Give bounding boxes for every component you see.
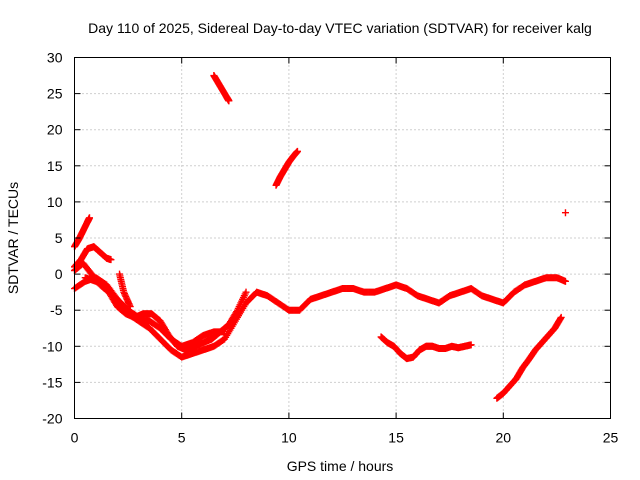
data-point <box>107 256 115 264</box>
series-arc-10 <box>493 313 565 402</box>
series-arc-5 <box>81 274 229 350</box>
chart-title: Day 110 of 2025, Sidereal Day-to-day VTE… <box>88 20 592 36</box>
x-tick-label: 25 <box>603 430 619 446</box>
data-point <box>561 209 569 217</box>
y-tick-label: -5 <box>50 302 63 318</box>
y-tick-label: 5 <box>55 230 63 246</box>
y-tick-label: 20 <box>47 122 63 138</box>
series-arc-6 <box>116 270 134 311</box>
data-point <box>467 341 475 349</box>
y-tick-label: 0 <box>55 266 63 282</box>
axis-ticks: 0 5 10 15 20 25 -20 -15 -10 -5 0 5 10 15 20 25 30 <box>42 50 618 446</box>
x-tick-label: 5 <box>178 430 186 446</box>
data-point <box>293 147 301 155</box>
x-tick-label: 15 <box>388 430 404 446</box>
y-axis-title: SDTVAR / TECUs <box>5 182 21 294</box>
data-points <box>71 72 569 402</box>
y-tick-label: 30 <box>47 50 63 66</box>
series-arc-7 <box>210 72 233 105</box>
series-arc-2 <box>71 243 115 271</box>
data-point <box>242 288 250 296</box>
data-point <box>126 303 134 311</box>
y-tick-label: -10 <box>42 338 62 354</box>
data-point <box>557 313 565 321</box>
y-tick-label: 10 <box>47 194 63 210</box>
x-tick-label: 20 <box>496 430 512 446</box>
grid-lines <box>74 57 611 419</box>
series-arc-9 <box>377 333 475 363</box>
data-point <box>221 328 229 336</box>
y-tick-label: -20 <box>42 411 62 427</box>
y-tick-label: 15 <box>47 158 63 174</box>
y-tick-label: -15 <box>42 374 62 390</box>
series-arc-8 <box>272 147 301 189</box>
series-arc-1 <box>71 214 94 251</box>
data-point <box>561 277 569 285</box>
x-axis-title: GPS time / hours <box>287 458 394 474</box>
data-point <box>86 214 94 222</box>
x-tick-label: 10 <box>281 430 297 446</box>
series-arc-11 <box>561 209 569 217</box>
y-tick-label: 25 <box>47 86 63 102</box>
x-tick-label: 0 <box>71 430 79 446</box>
data-point <box>225 97 233 105</box>
